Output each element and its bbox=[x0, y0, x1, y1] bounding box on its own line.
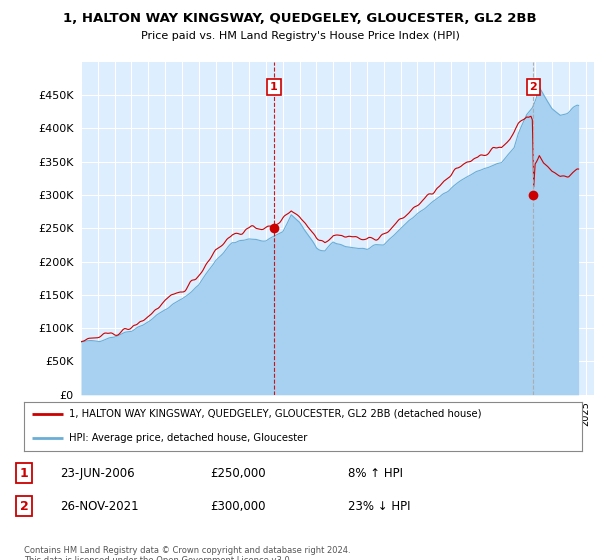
Text: £250,000: £250,000 bbox=[210, 466, 266, 480]
Text: 1: 1 bbox=[270, 82, 278, 92]
Text: 1: 1 bbox=[20, 466, 28, 480]
Text: 23-JUN-2006: 23-JUN-2006 bbox=[60, 466, 134, 480]
Text: 8% ↑ HPI: 8% ↑ HPI bbox=[348, 466, 403, 480]
Text: Contains HM Land Registry data © Crown copyright and database right 2024.
This d: Contains HM Land Registry data © Crown c… bbox=[24, 546, 350, 560]
Text: HPI: Average price, detached house, Gloucester: HPI: Average price, detached house, Glou… bbox=[68, 433, 307, 444]
Text: 2: 2 bbox=[530, 82, 538, 92]
Text: Price paid vs. HM Land Registry's House Price Index (HPI): Price paid vs. HM Land Registry's House … bbox=[140, 31, 460, 41]
Text: 1, HALTON WAY KINGSWAY, QUEDGELEY, GLOUCESTER, GL2 2BB (detached house): 1, HALTON WAY KINGSWAY, QUEDGELEY, GLOUC… bbox=[68, 409, 481, 419]
Text: 26-NOV-2021: 26-NOV-2021 bbox=[60, 500, 139, 512]
Text: 23% ↓ HPI: 23% ↓ HPI bbox=[348, 500, 410, 512]
Text: 2: 2 bbox=[20, 500, 28, 512]
Text: £300,000: £300,000 bbox=[210, 500, 265, 512]
Text: 1, HALTON WAY KINGSWAY, QUEDGELEY, GLOUCESTER, GL2 2BB: 1, HALTON WAY KINGSWAY, QUEDGELEY, GLOUC… bbox=[63, 12, 537, 25]
